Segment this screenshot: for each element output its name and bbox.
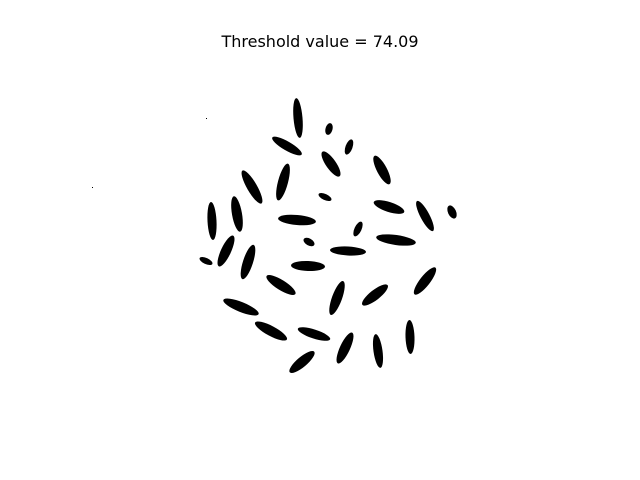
grain-blob (330, 246, 366, 256)
grain-blob (373, 200, 405, 214)
grain-blob (373, 155, 391, 185)
grain-blob (207, 202, 217, 240)
noise-speck (92, 187, 93, 188)
grain-blob (405, 320, 415, 354)
grain-blob (199, 256, 213, 266)
grain-blob (344, 139, 354, 155)
grain-blob (297, 327, 331, 341)
grain-blob (303, 237, 315, 247)
grain-blob (413, 267, 437, 295)
plot-title: Threshold value = 74.09 (221, 32, 419, 51)
grain-blob (362, 284, 388, 306)
noise-speck (206, 118, 207, 119)
grain-blob (293, 98, 303, 138)
grain-blob (276, 163, 290, 201)
grain-blob (217, 235, 235, 267)
grain-blob (353, 221, 363, 237)
grain-blob (272, 136, 302, 156)
grain-blob (289, 351, 315, 373)
grain-blob (376, 234, 416, 246)
grain-blob (231, 196, 243, 232)
grain-blob (416, 200, 434, 232)
grain-blob (291, 260, 325, 272)
grain-blob (447, 205, 457, 219)
grain-blob (241, 170, 263, 204)
grain-blob (329, 280, 345, 316)
grain-blob (278, 214, 316, 226)
grain-blob (240, 244, 256, 280)
grain-blob (372, 334, 384, 368)
grain-blob (223, 298, 259, 316)
grain-blob (318, 192, 332, 202)
grain-blob (254, 321, 288, 341)
grain-blob (336, 332, 354, 364)
grain-blob (325, 123, 333, 135)
grain-blob (321, 151, 341, 177)
grain-blob (266, 275, 296, 295)
